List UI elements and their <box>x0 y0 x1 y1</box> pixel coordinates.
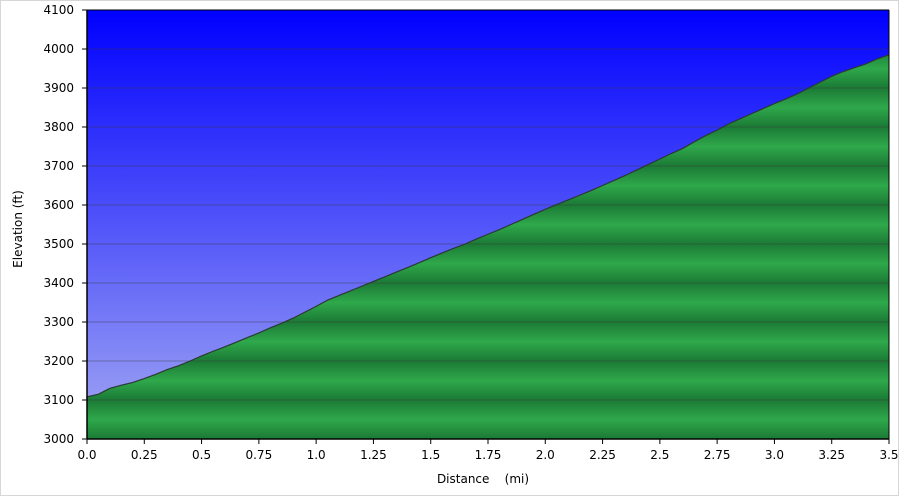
elevation-line <box>86 54 890 398</box>
y-tick-label: 3100 <box>43 393 74 407</box>
x-tick-label: 3.5 <box>879 448 898 462</box>
y-tick-label: 3800 <box>43 120 74 134</box>
x-tick-label: 2.0 <box>536 448 555 462</box>
y-tick-label: 3500 <box>43 237 74 251</box>
y-tick-label: 4000 <box>43 42 74 56</box>
x-tick-label: 1.0 <box>307 448 326 462</box>
x-tick-label: 1.75 <box>475 448 502 462</box>
y-tick-label: 3400 <box>43 276 74 290</box>
x-axis-title: Distance (mi) <box>437 472 529 486</box>
x-tick-label: 2.25 <box>589 448 616 462</box>
y-tick-label: 3300 <box>43 315 74 329</box>
x-tick-label: 3.0 <box>765 448 784 462</box>
x-tick-label: 3.25 <box>818 448 845 462</box>
x-tick-label: 2.75 <box>704 448 731 462</box>
y-tick-label: 3600 <box>43 198 74 212</box>
y-tick-label: 4100 <box>43 3 74 17</box>
y-axis-title: Elevation (ft) <box>11 190 25 268</box>
y-tick-label: 3000 <box>43 432 74 446</box>
x-tick-label: 1.25 <box>360 448 387 462</box>
x-tick-label: 0.5 <box>192 448 211 462</box>
x-tick-label: 1.5 <box>421 448 440 462</box>
x-tick-label: 0.25 <box>131 448 158 462</box>
y-tick-label: 3900 <box>43 81 74 95</box>
y-tick-label: 3700 <box>43 159 74 173</box>
x-tick-label: 0.0 <box>77 448 96 462</box>
elevation-area <box>87 54 889 439</box>
x-tick-label: 0.75 <box>245 448 272 462</box>
x-tick-label: 2.5 <box>650 448 669 462</box>
y-tick-label: 3200 <box>43 354 74 368</box>
